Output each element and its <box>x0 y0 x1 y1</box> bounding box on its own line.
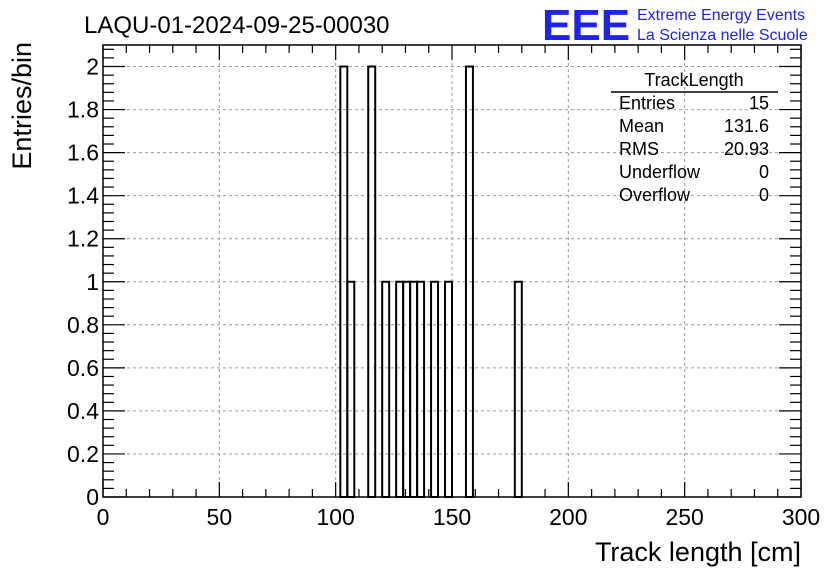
x-tick-label: 0 <box>97 504 110 530</box>
stats-row-value: 0 <box>759 185 769 205</box>
logo-line-2: La Scienza nelle Scuole <box>637 27 808 44</box>
logo-line-1: Extreme Energy Events <box>637 7 805 24</box>
stats-row-value: 131.6 <box>724 116 769 136</box>
stats-row-label: Overflow <box>619 185 691 205</box>
y-tick-labels: 0 0.2 0.4 0.6 0.8 1 1.2 1.4 1.6 1.8 2 <box>67 54 99 510</box>
stats-box: TrackLength Entries 15 Mean 131.6 RMS 20.93 Un… <box>611 70 778 205</box>
y-tick-label: 1.4 <box>67 183 99 209</box>
y-tick-label: 1.8 <box>67 97 99 123</box>
x-tick-label: 200 <box>549 504 587 530</box>
axis-ticks <box>102 45 802 498</box>
x-tick-label: 300 <box>782 504 820 530</box>
stats-row-label: Underflow <box>619 162 701 182</box>
y-tick-label: 0.8 <box>67 312 99 338</box>
y-tick-label: 2 <box>86 54 99 80</box>
y-tick-label: 1 <box>86 269 99 295</box>
stats-row-label: Mean <box>619 116 664 136</box>
x-tick-labels: 0 50 100 150 200 250 300 <box>97 504 821 530</box>
y-tick-label: 0.6 <box>67 355 99 381</box>
y-axis-label: Entries/bin <box>7 42 37 170</box>
stats-row-value: 20.93 <box>724 139 769 159</box>
stats-title: TrackLength <box>644 70 743 90</box>
y-tick-label: 1.6 <box>67 140 99 166</box>
x-axis-label: Track length [cm] <box>595 537 801 567</box>
eee-logo: EEE Extreme Energy Events La Scienza nel… <box>542 1 808 50</box>
y-tick-label: 0 <box>86 484 99 510</box>
y-tick-label: 0.4 <box>67 398 99 424</box>
x-tick-label: 250 <box>665 504 703 530</box>
chart-title: LAQU-01-2024-09-25-00030 <box>84 12 390 39</box>
x-tick-label: 150 <box>433 504 471 530</box>
stats-row-label: RMS <box>619 139 659 159</box>
x-tick-label: 100 <box>316 504 354 530</box>
x-tick-label: 50 <box>207 504 233 530</box>
y-tick-label: 0.2 <box>67 441 99 467</box>
stats-row-value: 15 <box>749 93 769 113</box>
stats-row-label: Entries <box>619 93 675 113</box>
eee-logo-mark: EEE <box>542 1 630 50</box>
y-tick-label: 1.2 <box>67 226 99 252</box>
stats-row-value: 0 <box>759 162 769 182</box>
